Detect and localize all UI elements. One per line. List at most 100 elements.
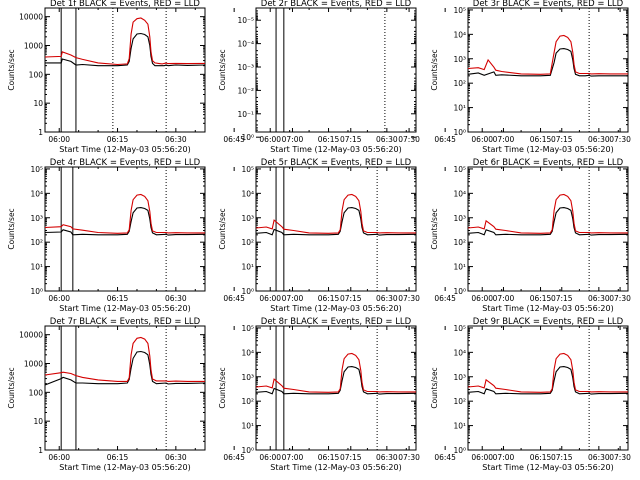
y-tick-label: 10¹ [30, 263, 43, 272]
x-tick-label: 06:00 [48, 453, 70, 462]
x-tick-label: 06:15 [318, 453, 340, 462]
y-axis-label: Counts/sec [218, 208, 227, 249]
plot-frame [255, 166, 417, 292]
y-tick-label: 10³ [30, 214, 43, 223]
x-tick-label: 07:15 [551, 453, 573, 462]
x-axis-label: Start Time (12-May-03 05:56:20) [270, 304, 401, 313]
plot-frame [255, 325, 417, 451]
y-tick-label: 10⁻⁵ [237, 16, 254, 25]
y-tick-label: 100 [29, 388, 44, 397]
x-tick-label: 06:00 [259, 294, 281, 303]
y-tick-label: 10¹ [453, 422, 466, 431]
series-events [467, 48, 628, 77]
detector-panel-5: Det 5r BLACK = Events, RED = LLD 06:00 06:… [218, 158, 631, 313]
series-events [255, 366, 417, 395]
series-lld [467, 193, 628, 234]
x-tick-label: 06:45 [223, 135, 245, 144]
x-tick-label: 06:00 [471, 135, 493, 144]
detector-panel-4: Det 4r BLACK = Events, RED = LLD 06:00 06:… [7, 158, 420, 313]
y-tick-label: 10⁰ [453, 287, 466, 296]
x-tick-label: 06:15 [107, 294, 129, 303]
x-tick-label: 06:00 [471, 453, 493, 462]
y-tick-label: 10 [33, 99, 43, 108]
series-lld [44, 193, 205, 234]
y-tick-label: 10⁵ [30, 165, 43, 174]
y-tick-label: 10⁻³ [237, 63, 254, 72]
y-tick-label: 10⁵ [453, 165, 466, 174]
y-tick-label: 10¹ [241, 263, 254, 272]
series-events [44, 350, 206, 386]
y-tick-label: 10⁴ [241, 348, 254, 357]
y-tick-label: 10¹ [453, 104, 466, 113]
plot-frame [467, 325, 629, 451]
x-tick-label: 06:15 [318, 135, 340, 144]
y-tick-label: 10⁰ [453, 446, 466, 455]
y-axis-label: Counts/sec [430, 49, 439, 90]
x-tick-label: 07:15 [340, 453, 362, 462]
x-tick-label: 07:00 [493, 135, 515, 144]
y-tick-label: 10⁵ [241, 165, 254, 174]
plot-frame [44, 166, 206, 292]
series-events [255, 207, 417, 236]
y-tick-label: 10⁵ [241, 324, 254, 333]
y-tick-label: 10⁻⁴ [237, 40, 254, 49]
y-tick-label: 1000 [24, 42, 43, 51]
x-tick-label: 07:00 [493, 294, 515, 303]
series-lld [255, 193, 416, 234]
x-tick-label: 06:00 [48, 294, 70, 303]
x-tick-label: 06:30 [588, 135, 610, 144]
panel-title: Det 3r BLACK = Events, RED = LLD [473, 0, 624, 9]
detector-panel-2: Det 2r BLACK = Events, RED = LLD 06:00 06:… [218, 0, 631, 154]
detector-panel-8: Det 8r BLACK = Events, RED = LLD 06:00 06:… [218, 317, 631, 472]
y-tick-label: 1000 [24, 360, 43, 369]
x-tick-label: 06:00 [259, 453, 281, 462]
x-tick-label: 06:45 [434, 453, 456, 462]
x-tick-label: 06:15 [530, 135, 552, 144]
x-tick-label: 07:15 [340, 294, 362, 303]
plot-frame [44, 7, 206, 133]
y-tick-label: 10² [241, 238, 254, 247]
x-tick-label: 07:15 [551, 294, 573, 303]
panel-title: Det 2r BLACK = Events, RED = LLD [261, 0, 412, 9]
x-tick-label: 06:30 [165, 294, 187, 303]
x-tick-label: 07:30 [398, 135, 420, 144]
y-tick-label: 1 [38, 446, 43, 455]
y-tick-label: 10³ [453, 214, 466, 223]
y-tick-label: 10⁴ [241, 189, 254, 198]
x-tick-label: 06:15 [530, 294, 552, 303]
y-tick-label: 10³ [453, 55, 466, 64]
x-tick-label: 06:00 [48, 135, 70, 144]
y-tick-label: 10² [453, 397, 466, 406]
y-tick-label: 10⁻⁶ [237, 0, 254, 2]
x-tick-label: 07:00 [282, 135, 304, 144]
plot-frame [467, 166, 629, 292]
x-tick-label: 06:45 [434, 135, 456, 144]
y-tick-label: 10⁰ [30, 287, 43, 296]
x-tick-label: 07:00 [282, 453, 304, 462]
x-axis-label: Start Time (12-May-03 05:56:20) [59, 463, 190, 472]
y-tick-label: 10⁴ [453, 348, 466, 357]
y-axis-label: Counts/sec [7, 49, 16, 90]
series-events [467, 366, 629, 395]
x-tick-label: 07:15 [551, 135, 573, 144]
y-tick-label: 10¹ [453, 263, 466, 272]
y-axis-label: Counts/sec [7, 367, 16, 408]
x-tick-label: 06:30 [376, 294, 398, 303]
y-tick-label: 10⁰ [453, 128, 466, 137]
x-tick-label: 07:30 [609, 453, 631, 462]
x-tick-label: 06:00 [471, 294, 493, 303]
y-tick-label: 10³ [241, 214, 254, 223]
x-tick-label: 07:30 [398, 453, 420, 462]
y-axis-label: Counts/sec [430, 208, 439, 249]
series-lld [44, 336, 205, 382]
plot-frame [44, 325, 206, 451]
x-tick-label: 07:30 [609, 135, 631, 144]
panel-title: Det 1f BLACK = Events, RED = LLD [50, 0, 200, 9]
x-tick-label: 06:30 [165, 135, 187, 144]
y-tick-label: 10⁴ [453, 30, 466, 39]
series-events [44, 207, 206, 236]
y-tick-label: 10⁴ [30, 189, 43, 198]
y-tick-label: 10² [241, 397, 254, 406]
plot-frame [467, 7, 629, 133]
